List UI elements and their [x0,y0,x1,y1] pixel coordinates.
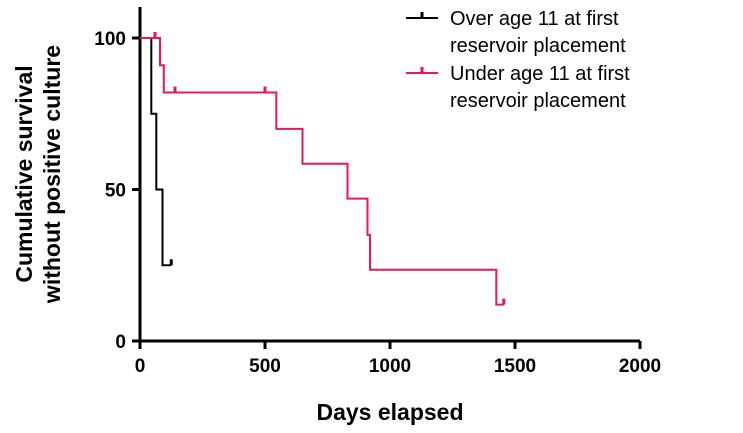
legend-label-series-1-line-1: Over age 11 at first [450,8,619,30]
y-tick-label: 100 [94,29,126,50]
y-tick-label: 0 [115,332,126,353]
axes [138,7,640,343]
legend: Over age 11 at first reservoir placement… [406,8,630,112]
series-1-line [140,37,172,267]
legend-label-series-1-line-2: reservoir placement [450,35,626,57]
x-axis-title: Days elapsed [316,399,463,425]
x-tick-label: 500 [249,356,281,377]
y-axis-ticks: 0 50 100 [94,29,140,353]
legend-label-series-2-line-1: Under age 11 at first [450,63,630,85]
x-tick-label: 1500 [494,356,536,377]
x-tick-label: 0 [135,356,146,377]
y-tick-label: 50 [105,181,126,202]
y-axis-title-line-1: Cumulative survival [11,65,37,282]
series-2-line [140,37,504,306]
x-axis-ticks: 0 500 1000 1500 2000 [135,341,661,377]
x-tick-label: 1000 [369,356,411,377]
series-group [140,32,506,306]
y-axis-title-line-2: without positive culture [39,45,65,304]
x-tick-label: 2000 [619,356,661,377]
legend-label-series-2-line-2: reservoir placement [450,90,626,112]
